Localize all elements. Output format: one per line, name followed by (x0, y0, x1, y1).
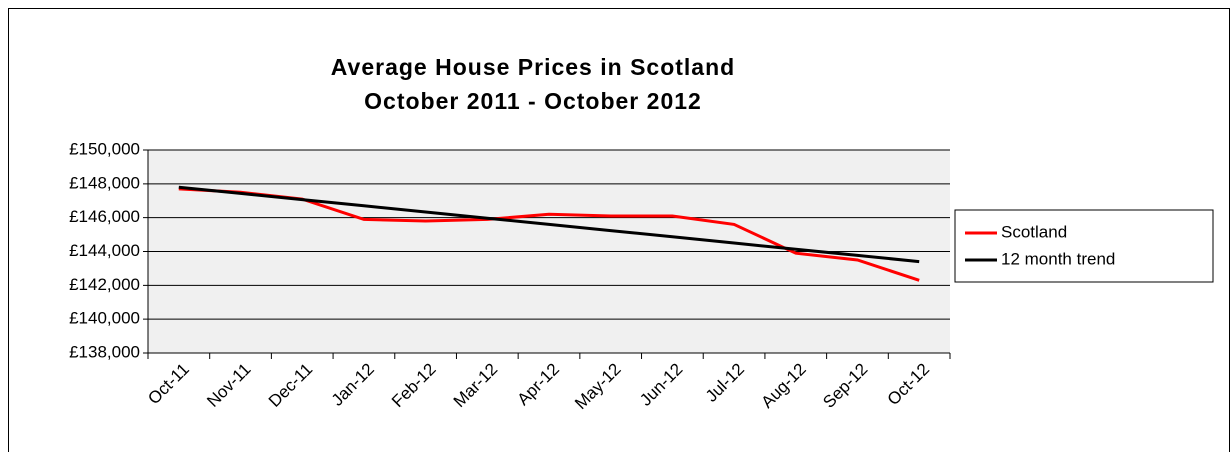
legend-label: Scotland (1001, 222, 1067, 241)
y-tick-label: £142,000 (69, 275, 140, 294)
y-tick-label: £140,000 (69, 309, 140, 328)
legend-label: 12 month trend (1001, 249, 1115, 268)
legend-box (954, 209, 1214, 283)
y-tick-label: £138,000 (69, 342, 140, 361)
y-tick-label: £148,000 (69, 173, 140, 192)
y-tick-label: £146,000 (69, 207, 140, 226)
y-tick-label: £144,000 (69, 241, 140, 260)
line-series (178, 185, 920, 264)
y-tick-label: £150,000 (69, 139, 140, 158)
chart-title: Average House Prices in Scotland (331, 54, 735, 80)
chart-subtitle: October 2011 - October 2012 (364, 88, 702, 114)
